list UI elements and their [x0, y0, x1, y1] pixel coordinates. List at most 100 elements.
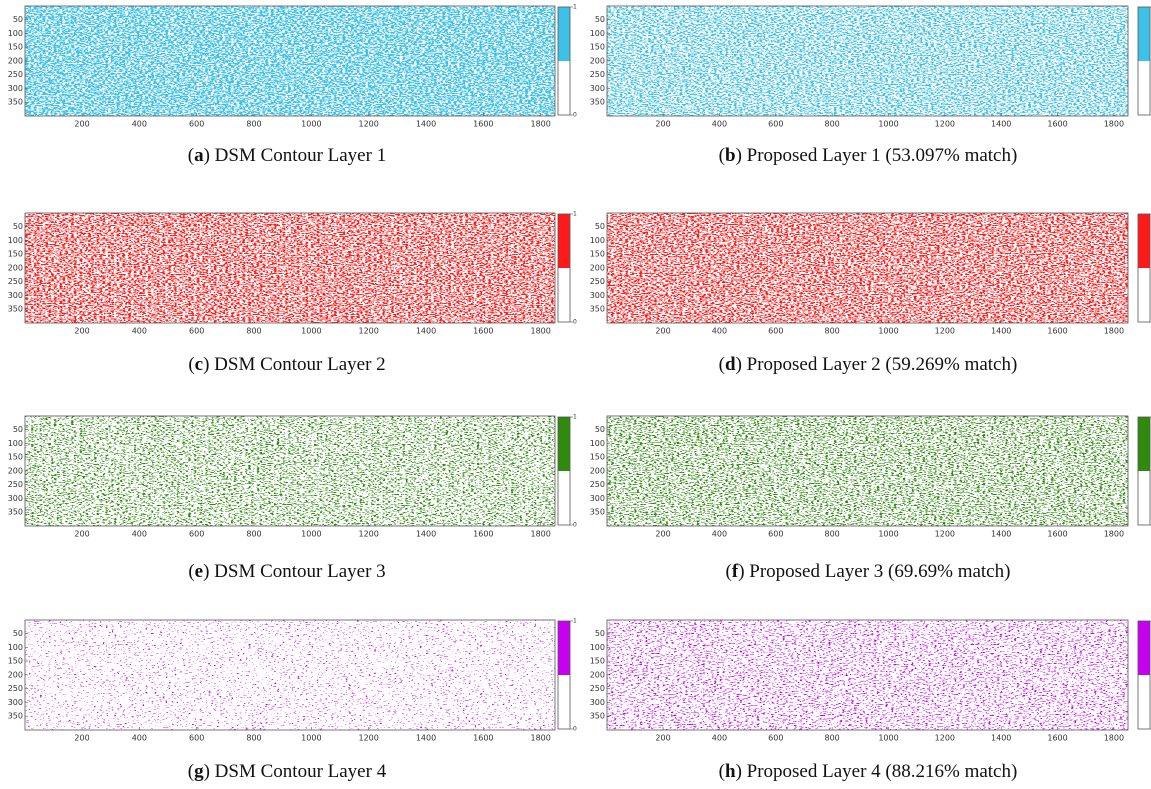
caption-part: e: [195, 561, 203, 582]
caption-part: b: [725, 145, 736, 166]
x-tick-label: 1400: [991, 734, 1011, 743]
colorbar-high: [558, 417, 570, 471]
x-tick-label: 400: [712, 734, 727, 743]
y-tick-label: 200: [8, 670, 23, 679]
x-tick-label: 400: [712, 530, 727, 539]
x-tick-label: 600: [768, 120, 783, 129]
caption-part: (: [188, 761, 194, 782]
x-tick-label: 1000: [301, 734, 321, 743]
caption-part: f: [732, 561, 739, 582]
x-tick-label: 1400: [991, 530, 1011, 539]
panel: 200 400 600 800 1000 1200 1400 1600 180050100150…: [8, 211, 577, 376]
x-tick-label: 1400: [416, 327, 436, 336]
y-tick-label: 350: [590, 712, 605, 721]
x-tick-label: 800: [824, 327, 839, 336]
y-tick-label: 350: [590, 98, 605, 107]
colorbar-frame: [557, 213, 571, 323]
colorbar-label: 0: [573, 112, 577, 119]
x-tick-label: 1000: [301, 120, 321, 129]
y-tick-label: 200: [590, 466, 605, 475]
x-tick-label: 800: [824, 120, 839, 129]
y-tick-label: 200: [8, 56, 23, 65]
x-tick-label: 400: [132, 530, 147, 539]
colorbar-high: [1138, 621, 1150, 675]
x-tick-label: 1200: [935, 530, 955, 539]
y-tick-label: 50: [595, 629, 605, 638]
caption-part: (: [719, 354, 725, 375]
y-tick-label: 300: [8, 84, 23, 93]
x-tick-label: 200: [74, 120, 89, 129]
caption-part: ) DSM Contour Layer 1: [204, 145, 387, 166]
x-tick-label: 800: [824, 530, 839, 539]
y-tick-label: 350: [8, 508, 23, 517]
x-tick-label: 1200: [359, 530, 379, 539]
y-tick-label: 100: [590, 236, 605, 245]
y-tick-label: 250: [590, 684, 605, 693]
y-tick-label: 300: [590, 698, 605, 707]
x-tick-label: 1200: [359, 120, 379, 129]
caption-part: a: [194, 145, 204, 166]
x-tick-label: 1400: [416, 734, 436, 743]
x-tick-label: 800: [246, 120, 261, 129]
caption-part: ) DSM Contour Layer 4: [204, 761, 387, 782]
x-tick-label: 1600: [473, 327, 493, 336]
y-tick-label: 50: [595, 425, 605, 434]
x-tick-label: 400: [132, 734, 147, 743]
caption: (f) Proposed Layer 3 (69.69% match): [726, 561, 1011, 582]
panel: 200 400 600 800 1000 1200 1400 1600 180050100150…: [590, 212, 1151, 375]
x-tick-label: 1200: [935, 327, 955, 336]
x-tick-label: 1400: [991, 120, 1011, 129]
x-tick-label: 1400: [991, 327, 1011, 336]
colorbar-high: [1138, 7, 1150, 61]
colorbar-high: [558, 214, 570, 268]
caption-part: (: [719, 761, 725, 782]
y-tick-label: 50: [13, 425, 23, 434]
x-tick-label: 1800: [1104, 327, 1124, 336]
y-tick-label: 250: [590, 70, 605, 79]
caption-part: ) DSM Contour Layer 2: [203, 354, 386, 375]
x-tick-label: 1600: [473, 120, 493, 129]
x-tick-label: 1000: [878, 734, 898, 743]
y-tick-label: 150: [8, 250, 23, 259]
caption-part: h: [725, 761, 736, 782]
colorbar-frame: [1137, 6, 1151, 116]
layer-image: [607, 213, 1128, 323]
caption: (a) DSM Contour Layer 1: [188, 145, 386, 166]
x-tick-label: 1000: [301, 327, 321, 336]
colorbar-frame: [557, 6, 571, 116]
y-tick-label: 100: [590, 439, 605, 448]
y-tick-label: 350: [590, 508, 605, 517]
y-tick-label: 200: [590, 670, 605, 679]
x-tick-label: 600: [189, 734, 204, 743]
x-tick-label: 1400: [416, 530, 436, 539]
caption: (g) DSM Contour Layer 4: [188, 761, 387, 782]
y-tick-label: 50: [595, 15, 605, 24]
x-tick-label: 1800: [530, 530, 550, 539]
x-tick-label: 600: [768, 530, 783, 539]
y-tick-label: 300: [590, 84, 605, 93]
x-tick-label: 1200: [359, 734, 379, 743]
caption-part: (: [719, 145, 725, 166]
x-tick-label: 200: [74, 530, 89, 539]
x-tick-label: 1200: [359, 327, 379, 336]
x-tick-label: 800: [246, 530, 261, 539]
x-tick-label: 1000: [878, 327, 898, 336]
y-tick-label: 200: [590, 263, 605, 272]
y-tick-label: 50: [13, 629, 23, 638]
layer-image: [25, 6, 555, 116]
colorbar-label: 0: [573, 522, 577, 529]
y-tick-label: 250: [8, 70, 23, 79]
caption: (d) Proposed Layer 2 (59.269% match): [719, 354, 1018, 375]
x-tick-label: 600: [189, 530, 204, 539]
y-tick-label: 300: [8, 698, 23, 707]
x-tick-label: 1800: [1104, 120, 1124, 129]
x-tick-label: 1000: [301, 530, 321, 539]
x-tick-label: 1000: [878, 120, 898, 129]
y-tick-label: 350: [8, 305, 23, 314]
caption-part: ) Proposed Layer 4 (88.216% match): [736, 761, 1018, 782]
x-tick-label: 200: [655, 530, 670, 539]
x-tick-label: 1800: [530, 734, 550, 743]
layer-image: [607, 620, 1128, 730]
y-tick-label: 300: [590, 291, 605, 300]
caption-part: (: [188, 145, 194, 166]
